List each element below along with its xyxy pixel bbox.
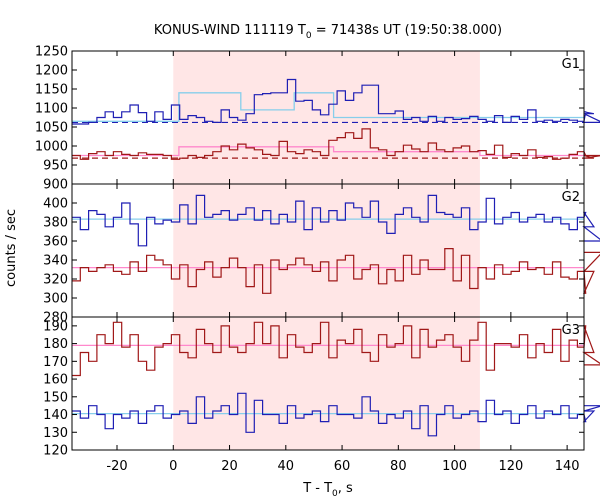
x-tick-label: 120 xyxy=(498,459,523,474)
y-tick-label: 1150 xyxy=(35,83,68,98)
series-0-histogram xyxy=(72,78,600,125)
panel-label: G1 xyxy=(562,57,580,72)
x-tick-label: 140 xyxy=(555,459,580,474)
y-tick-label: 150 xyxy=(43,390,68,405)
panel-g3: 120 130 140 150 160 170 180 190 G3 xyxy=(43,316,600,459)
y-tick-label: 190 xyxy=(43,319,68,334)
y-tick-label: 140 xyxy=(43,408,68,423)
y-tick-label: 340 xyxy=(43,254,68,269)
y-tick-label: 1200 xyxy=(35,64,68,79)
fit-line-0 xyxy=(72,92,584,122)
panels: 900950100010501100115012001250G128030032… xyxy=(35,45,600,474)
panel-g2: 280 300 320 340 360 380 400 G2 xyxy=(43,183,600,326)
panel-g1: 900 950 1000 1050 1100 1150 1200 1250 G1 xyxy=(35,45,600,193)
y-tick-label: 1050 xyxy=(35,121,68,136)
y-tick-label: 320 xyxy=(43,273,68,288)
panel-label: G2 xyxy=(562,190,580,205)
y-tick-label: 900 xyxy=(43,178,68,193)
y-tick-label: 180 xyxy=(43,337,68,352)
y-tick-label: 170 xyxy=(43,355,68,370)
series-0-histogram xyxy=(72,321,600,377)
panel-frame xyxy=(71,316,585,451)
y-tick-label: 360 xyxy=(43,235,68,250)
series-0-histogram xyxy=(72,194,600,247)
series-1-histogram xyxy=(72,128,600,160)
y-tick-label: 950 xyxy=(43,159,68,174)
y-tick-label: 280 xyxy=(43,311,68,326)
x-tick-label: 20 xyxy=(221,459,238,474)
x-tick-label: -20 xyxy=(106,459,127,474)
y-tick-label: 120 xyxy=(43,444,68,459)
x-tick-label: 100 xyxy=(442,459,467,474)
y-tick-label: 1250 xyxy=(35,45,68,60)
y-tick-label: 380 xyxy=(43,216,68,231)
y-axis-label: counts / sec xyxy=(4,209,19,287)
chart-title: KONUS-WIND 111119 T0 = 71438s UT (19:50:… xyxy=(154,23,502,41)
x-tick-label: 0 xyxy=(169,459,177,474)
series-1-histogram xyxy=(72,248,600,294)
series-1-histogram xyxy=(72,392,600,437)
y-tick-label: 160 xyxy=(43,373,68,388)
highlight-interval xyxy=(173,184,480,317)
x-tick-label: 60 xyxy=(334,459,351,474)
x-tick-label: 80 xyxy=(390,459,407,474)
panel-label: G3 xyxy=(562,323,580,338)
x-tick-label: 40 xyxy=(278,459,295,474)
fit-line-1 xyxy=(72,146,584,157)
y-tick-label: 130 xyxy=(43,426,68,441)
highlight-interval xyxy=(173,317,480,450)
x-axis-label: T - T0, s xyxy=(302,481,353,499)
y-tick-label: 1100 xyxy=(35,102,68,117)
y-tick-label: 400 xyxy=(43,197,68,212)
y-tick-label: 1000 xyxy=(35,140,68,155)
y-tick-label: 300 xyxy=(43,292,68,307)
